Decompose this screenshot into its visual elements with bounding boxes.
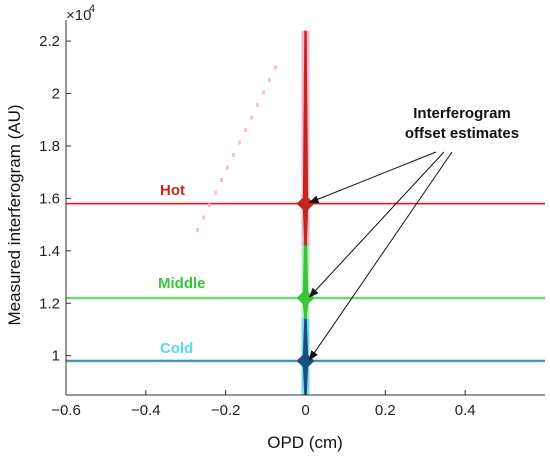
- x-tick-label: −0.4: [131, 402, 161, 419]
- faint-dot: [250, 115, 253, 120]
- y-tick-label: 1.4: [39, 243, 60, 260]
- y-tick-label: 1: [52, 348, 60, 365]
- faint-dot: [208, 203, 211, 207]
- y-exponent-power: 4: [89, 3, 95, 15]
- faint-dot: [268, 78, 271, 82]
- arrow-to-middle: [308, 151, 445, 298]
- faint-dot: [202, 215, 205, 220]
- faint-dot: [214, 190, 217, 195]
- faint-dot: [226, 165, 229, 170]
- x-tick-label: 0: [301, 402, 309, 419]
- series-label-hot: Hot: [160, 182, 185, 199]
- x-axis-label: OPD (cm): [267, 433, 343, 452]
- faint-dot: [232, 153, 235, 157]
- series-layer: [66, 30, 545, 395]
- x-tick-label: 0.4: [455, 402, 476, 419]
- y-tick-label: 1.8: [39, 138, 60, 155]
- series-label-middle: Middle: [158, 275, 206, 292]
- burst-hot: [296, 30, 315, 246]
- x-tick-label: 0.2: [375, 402, 396, 419]
- faint-dot: [238, 140, 241, 145]
- y-axis-label: Measured interferogram (AU): [5, 104, 24, 325]
- faint-dot: [262, 90, 265, 95]
- annotation-line-2: offset estimates: [405, 125, 519, 142]
- x-tick-label: −0.2: [211, 402, 241, 419]
- faint-dots-layer: [196, 65, 277, 232]
- faint-dot: [244, 128, 247, 132]
- burst-cold: [296, 316, 315, 395]
- arrow-to-cold: [308, 151, 453, 361]
- axes: −0.6 −0.4 −0.2 0 0.2 0.4 1 1.2 1.4 1.6 1.8 2 2.2: [39, 20, 545, 419]
- faint-dot: [196, 228, 199, 232]
- y-tick-label: 1.2: [39, 295, 60, 312]
- x-tick-label: −0.6: [51, 402, 81, 419]
- arrow-to-hot: [308, 151, 437, 204]
- y-tick-label: 1.6: [39, 190, 60, 207]
- annotation-line-1: Interferogram: [413, 105, 511, 122]
- arrows-layer: [308, 151, 453, 361]
- y-exponent-base: ×10: [66, 7, 91, 24]
- faint-dot: [256, 103, 259, 107]
- faint-dot: [220, 178, 223, 182]
- y-tick-label: 2.2: [39, 33, 60, 50]
- series-label-cold: Cold: [160, 340, 193, 357]
- faint-dot: [274, 65, 277, 70]
- y-tick-label: 2: [52, 86, 60, 103]
